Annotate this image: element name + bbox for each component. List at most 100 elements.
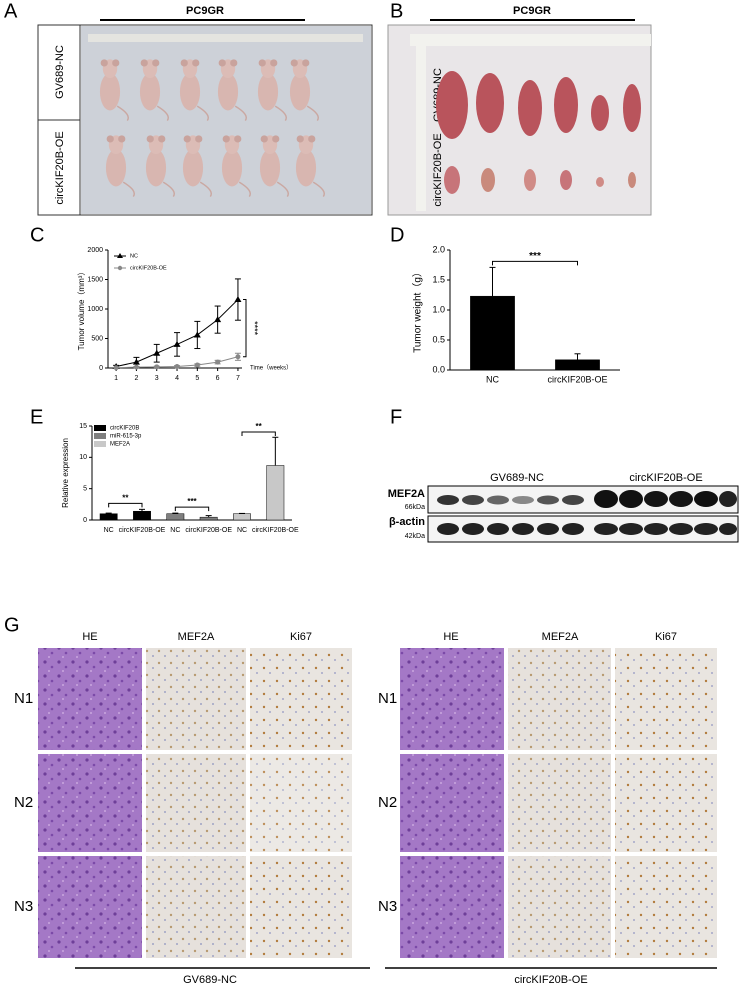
tumors (436, 71, 641, 194)
bar (266, 465, 285, 521)
legend-label: circKIF20B-OE (130, 265, 167, 271)
y-axis-label: Tumor volume（mm³） (77, 268, 86, 351)
y-tick-label: 0.0 (432, 364, 445, 374)
marker (235, 354, 241, 360)
marker (133, 364, 139, 370)
column-label: Ki67 (290, 631, 312, 643)
column-label: Ki67 (655, 631, 677, 643)
ruler (88, 34, 363, 42)
panel-label: C (30, 224, 44, 246)
legend-marker (117, 253, 123, 258)
annotation: *** (187, 497, 197, 506)
marker (234, 296, 242, 303)
annotation: ** (122, 493, 129, 502)
marker (215, 359, 221, 365)
x-tick-label: 6 (216, 375, 220, 382)
x-tick-label: 5 (195, 375, 199, 382)
panel-label: B (390, 0, 403, 22)
marker (132, 358, 140, 365)
y-axis-label: Tumor weight（g） (412, 267, 424, 353)
y-tick-label: 15 (79, 423, 87, 430)
bands (437, 490, 737, 535)
marker (153, 349, 161, 356)
panel-title: PC9GR (186, 5, 224, 17)
bracket (241, 431, 276, 436)
x-tick-label: circKIF20B-OE (185, 527, 232, 534)
annotation: *** (529, 251, 541, 262)
panel-label: D (390, 224, 404, 246)
legend-marker (117, 265, 123, 271)
legend-label: NC (130, 253, 138, 259)
marker (194, 362, 200, 368)
y-tick-label: 0 (83, 517, 87, 524)
x-tick-label: NC (486, 374, 499, 384)
bar (555, 359, 600, 371)
row-label: N1 (14, 690, 33, 707)
row-label: GV689-NC (54, 45, 66, 99)
band-label: MEF2A (388, 488, 425, 500)
y-tick-label: 1000 (87, 306, 103, 313)
group-label: circKIF20B-OE (514, 974, 587, 986)
group-label: circKIF20B-OE (629, 472, 702, 484)
marker (174, 364, 180, 370)
band-size: 66kDa (405, 504, 425, 511)
column-label: MEF2A (542, 631, 579, 643)
y-axis-label: Relative expression (61, 438, 70, 508)
column-label: HE (443, 631, 458, 643)
x-tick-label: 7 (236, 375, 240, 382)
x-tick-label: circKIF20B-OE (119, 527, 166, 534)
y-tick-label: 1.5 (432, 274, 445, 284)
bar (133, 510, 151, 521)
y-tick-label: 0.5 (432, 334, 445, 344)
bar (233, 513, 251, 521)
bracket (492, 260, 578, 266)
bar (199, 516, 218, 521)
legend-swatch (94, 441, 106, 447)
legend-label: circKIF20B (110, 426, 139, 432)
x-tick-label: NC (104, 527, 114, 534)
x-tick-label: 2 (134, 375, 138, 382)
legend-label: miR-615-3p (110, 434, 142, 440)
x-tick-label: NC (170, 527, 180, 534)
panel-title: PC9GR (513, 5, 551, 17)
photo (81, 26, 371, 214)
bracket (174, 506, 210, 512)
y-tick-label: 2.0 (432, 244, 445, 254)
row-label: N3 (14, 898, 33, 915)
y-tick-label: 1.0 (432, 304, 445, 314)
row-label: N2 (14, 794, 33, 811)
column-label: HE (82, 631, 97, 643)
x-tick-label: circKIF20B-OE (547, 374, 607, 384)
marker (154, 364, 160, 370)
row-label: N3 (378, 898, 397, 915)
group-label: GV689-NC (183, 974, 237, 986)
ihc-images (38, 648, 717, 958)
bar (470, 295, 515, 371)
y-tick-label: 10 (79, 454, 87, 461)
marker (173, 340, 181, 347)
y-tick-label: 500 (91, 335, 103, 342)
panel-label: F (390, 406, 402, 428)
row-label: circKIF20B-OE (432, 133, 444, 206)
panel-label: G (4, 614, 20, 636)
row-label: circKIF20B-OE (54, 131, 66, 204)
marker (214, 316, 222, 323)
bracket (108, 502, 143, 508)
x-tick-label: circKIF20B-OE (252, 527, 299, 534)
x-tick-label: 1 (114, 375, 118, 382)
y-tick-label: 1500 (87, 276, 103, 283)
panel-label: E (30, 406, 43, 428)
legend-swatch (94, 433, 106, 439)
marker (193, 331, 201, 338)
bar (99, 513, 118, 521)
x-tick-label: NC (237, 527, 247, 534)
legend-swatch (94, 425, 106, 431)
bracket (243, 299, 247, 358)
band-size: 42kDa (405, 533, 425, 540)
y-tick-label: 2000 (87, 247, 103, 254)
legend-label: MEF2A (110, 442, 130, 448)
x-tick-label: 3 (155, 375, 159, 382)
x-axis-label: Time（weeks） (250, 365, 292, 372)
